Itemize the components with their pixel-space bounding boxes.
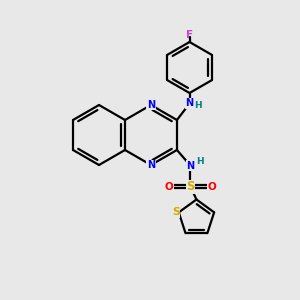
Text: H: H <box>194 101 202 110</box>
Text: N: N <box>147 100 155 110</box>
Text: N: N <box>185 98 194 109</box>
Text: F: F <box>186 30 193 40</box>
Text: S: S <box>172 207 180 218</box>
Text: H: H <box>196 157 203 166</box>
Text: O: O <box>208 182 216 192</box>
Text: N: N <box>147 160 155 170</box>
Text: O: O <box>164 182 173 192</box>
Text: S: S <box>186 180 195 193</box>
Text: N: N <box>186 160 194 171</box>
